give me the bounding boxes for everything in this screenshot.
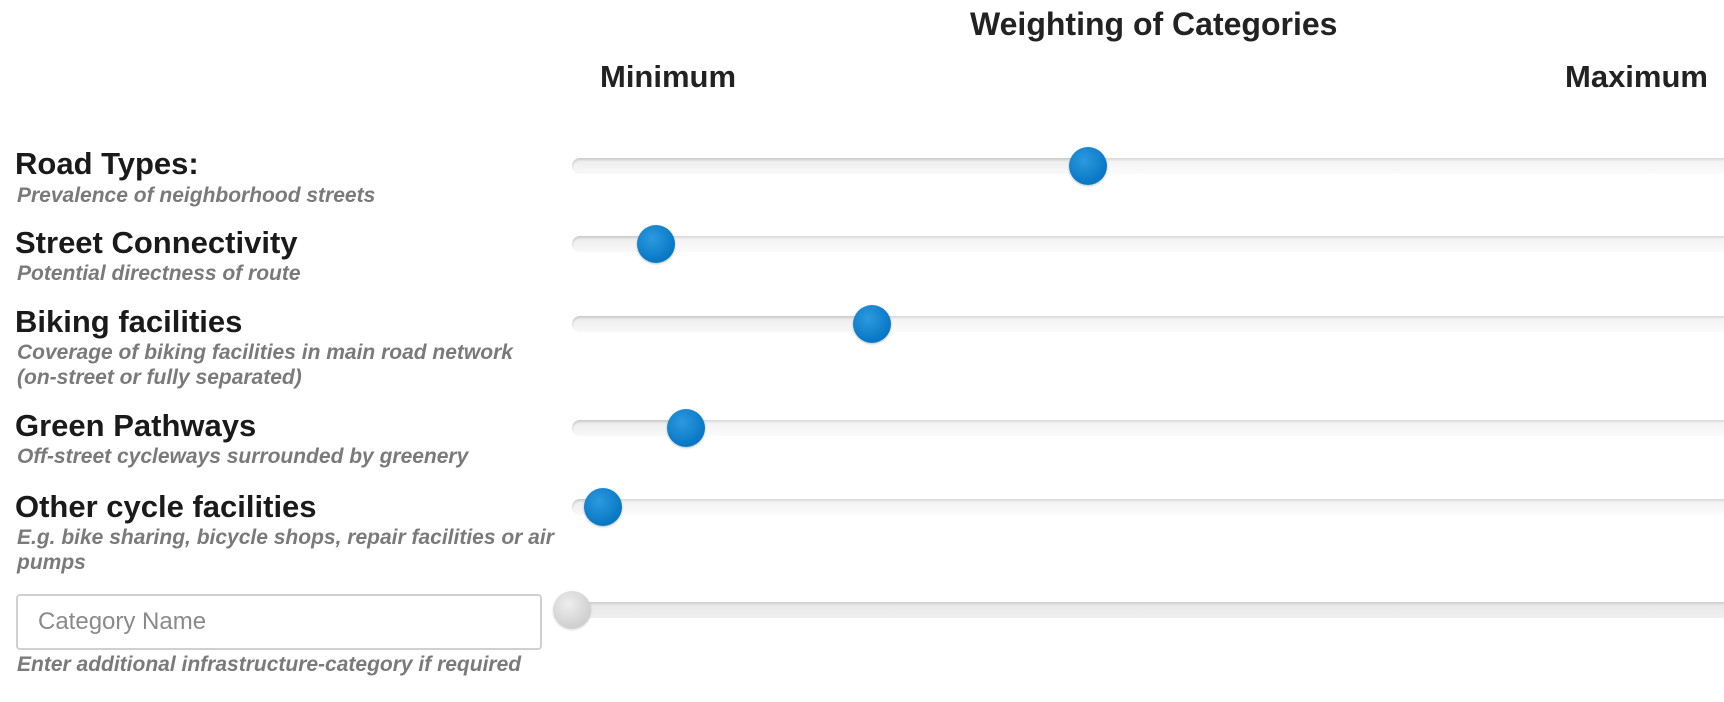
slider-fill — [572, 158, 1088, 174]
minimum-label: Minimum — [600, 59, 737, 94]
slider-handle[interactable] — [637, 225, 675, 263]
slider-handle[interactable] — [584, 488, 623, 526]
category-description-street-connectivity: Potential directness of route — [17, 262, 301, 285]
slider-fill — [572, 316, 872, 332]
slider-handle[interactable] — [553, 591, 591, 629]
category-name-input[interactable] — [16, 594, 542, 650]
slider-fill — [572, 236, 656, 252]
category-title-biking-facilities: Biking facilities — [15, 304, 243, 339]
category-title-other-cycle-facilities: Other cycle facilities — [15, 489, 317, 524]
slider-fill — [572, 420, 686, 436]
slider-track[interactable] — [572, 499, 1724, 515]
category-description-green-pathways: Off-street cycleways surrounded by green… — [17, 445, 469, 468]
weight-slider-street-connectivity[interactable] — [572, 222, 1724, 266]
category-description-biking-facilities: Coverage of biking facilities in main ro… — [17, 341, 513, 389]
category-title-road-types: Road Types: — [15, 146, 199, 181]
weight-slider-road-types[interactable] — [572, 144, 1724, 188]
category-title-green-pathways: Green Pathways — [15, 408, 257, 443]
slider-track[interactable] — [572, 236, 1724, 252]
maximum-label: Maximum — [1565, 59, 1708, 94]
page-title: Weighting of Categories — [970, 6, 1338, 42]
slider-handle[interactable] — [853, 305, 891, 343]
slider-track[interactable] — [572, 420, 1724, 436]
slider-handle[interactable] — [667, 409, 705, 447]
slider-handle[interactable] — [1069, 147, 1107, 185]
category-description-other-cycle-facilities: E.g. bike sharing, bicycle shops, repair… — [17, 526, 554, 574]
category-description-road-types: Prevalence of neighborhood streets — [17, 184, 376, 207]
weight-slider-green-pathways[interactable] — [572, 406, 1724, 450]
slider-track[interactable] — [572, 602, 1724, 618]
weight-slider-custom-category[interactable] — [553, 588, 1724, 632]
category-title-street-connectivity: Street Connectivity — [15, 225, 298, 260]
custom-category-description: Enter additional infrastructure-category… — [17, 653, 522, 676]
weight-slider-biking-facilities[interactable] — [572, 302, 1724, 346]
weight-slider-other-cycle-facilities[interactable] — [572, 485, 1724, 529]
